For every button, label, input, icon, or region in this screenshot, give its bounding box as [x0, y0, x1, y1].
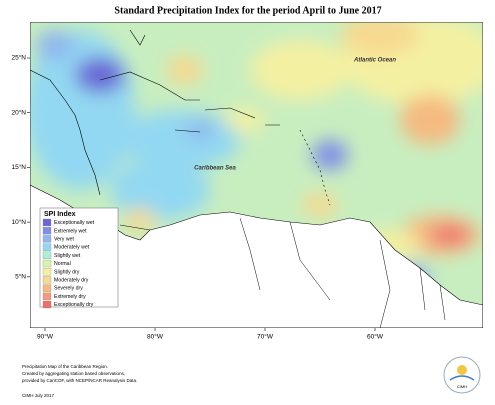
- footer-date: CIMH July 2017: [22, 393, 55, 398]
- legend-label: Slightly wet: [54, 253, 81, 259]
- legend-swatch: [42, 300, 52, 309]
- legend-label: Moderately wet: [54, 245, 90, 251]
- footer-line: Precipitation Map of the Caribbean Regio…: [22, 364, 108, 369]
- spi-map: [30, 22, 483, 328]
- logo: CIMH: [443, 356, 481, 394]
- legend-swatch: [42, 292, 52, 300]
- legend-swatch: [42, 276, 52, 284]
- legend: SPI Index Exceptionally wet Extremely wet…: [39, 207, 119, 309]
- lon-tick-label: 80°W: [147, 333, 164, 341]
- lon-tick-label: 60°W: [367, 333, 384, 341]
- legend-label: Extremely dry: [54, 294, 86, 300]
- legend-label: Moderately dry: [54, 277, 89, 283]
- lat-tick-label: 10°N: [11, 218, 26, 226]
- legend-swatch: [42, 284, 52, 292]
- legend-swatch: [42, 268, 52, 276]
- logo-text: CIMH: [457, 384, 467, 389]
- legend-title: SPI Index: [44, 211, 76, 218]
- lon-tick-label: 70°W: [257, 333, 274, 341]
- legend-label: Extremely wet: [54, 228, 87, 234]
- legend-swatch: [42, 227, 52, 235]
- lat-tick-label: 15°N: [11, 163, 26, 171]
- lat-tick-label: 20°N: [11, 108, 26, 116]
- legend-label: Exceptionally dry: [54, 302, 94, 308]
- legend-label: Severely dry: [54, 286, 83, 292]
- map-label: Caribbean Sea: [194, 166, 236, 172]
- legend-label: Very wet: [54, 236, 74, 242]
- lat-tick-label: 5°N: [15, 273, 26, 281]
- legend-label: Slightly dry: [54, 269, 80, 275]
- legend-swatch: [42, 243, 52, 251]
- legend-label: Exceptionally wet: [54, 220, 95, 226]
- legend-label: Normal: [54, 261, 71, 267]
- legend-swatch: [42, 218, 52, 227]
- legend-swatch: [42, 251, 52, 259]
- lon-tick-label: 90°W: [37, 333, 54, 341]
- title: Standard Precipitation Index for the per…: [114, 5, 381, 16]
- legend-swatch: [42, 235, 52, 243]
- footer-line: provided by CariCOF, with NCEP/NCAR Rean…: [22, 378, 137, 383]
- footer-line: Created by aggregating station based obs…: [22, 371, 125, 376]
- lat-tick-label: 25°N: [11, 54, 26, 62]
- map-label: Atlantic Ocean: [353, 58, 396, 64]
- legend-swatch: [42, 259, 52, 268]
